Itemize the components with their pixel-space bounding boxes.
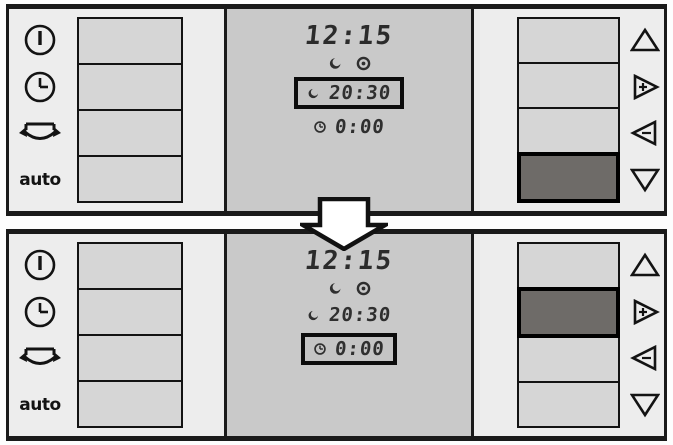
lcd-day-value: 0:00: [333, 116, 387, 138]
triangle-down-icon: [626, 157, 664, 204]
triangle-up-icon: [626, 17, 664, 64]
triangle-left-minus-icon: [626, 110, 664, 157]
control-panel-step-2: auto 12:15: [6, 229, 667, 441]
clock-icon: [314, 121, 326, 133]
cycle-arrows-icon: [9, 110, 71, 157]
clock-icon: [314, 343, 326, 355]
lcd-row-day-setpoint[interactable]: 0:00: [301, 333, 397, 365]
moon-icon: [308, 88, 319, 98]
right-icon-column-1: [626, 9, 664, 211]
moon-icon: [308, 310, 319, 320]
lcd-mode-icons: [327, 55, 372, 72]
right-icon-column-2: [626, 234, 664, 436]
lcd-display-1: 12:15 20:30: [224, 9, 474, 211]
right-button-down[interactable]: [517, 380, 620, 428]
triangle-right-plus-icon: [626, 64, 664, 111]
lcd-day-value: 0:00: [333, 338, 387, 360]
clock-icon: [9, 64, 71, 111]
auto-label: auto: [9, 382, 71, 429]
control-panel-step-1: auto 12:15: [6, 4, 667, 216]
right-button-down[interactable]: [517, 151, 620, 203]
right-button-minus[interactable]: [517, 106, 620, 155]
left-button-2[interactable]: [77, 287, 183, 337]
lcd-current-time: 12:15: [303, 21, 395, 51]
cycle-arrows-icon: [9, 335, 71, 382]
left-button-2[interactable]: [77, 62, 183, 112]
right-button-up[interactable]: [517, 242, 620, 290]
left-button-1[interactable]: [77, 17, 183, 66]
lcd-night-value: 20:30: [328, 304, 393, 326]
panel-gap-right-1: [474, 9, 511, 211]
panel-gap-left-1: [189, 9, 224, 211]
left-button-4[interactable]: [77, 379, 183, 428]
panel-gap-left-2: [189, 234, 224, 436]
lcd-mode-icons: [327, 280, 372, 297]
sun-clock-icon: [356, 56, 370, 71]
lcd-row-night-setpoint[interactable]: 20:30: [294, 77, 404, 109]
clock-icon: [9, 289, 71, 336]
right-button-column-2: [511, 234, 626, 436]
left-button-3[interactable]: [77, 333, 183, 383]
lcd-row-night-setpoint[interactable]: 20:30: [300, 302, 397, 328]
moon-icon: [329, 58, 340, 69]
auto-text: auto: [19, 169, 61, 190]
lcd-night-value: 20:30: [328, 82, 393, 104]
right-button-plus[interactable]: [517, 286, 620, 339]
left-icon-column-2: auto: [9, 234, 71, 436]
right-button-minus[interactable]: [517, 335, 620, 384]
left-icon-column-1: auto: [9, 9, 71, 211]
right-button-column-1: [511, 9, 626, 211]
left-button-column-2: [71, 234, 189, 436]
power-icon: [9, 242, 71, 289]
lcd-display-2: 12:15 20:30: [224, 234, 474, 436]
sun-clock-icon: [356, 281, 370, 296]
down-arrow-icon: [300, 197, 388, 251]
panel-gap-right-2: [474, 234, 511, 436]
power-icon: [9, 17, 71, 64]
moon-icon: [329, 283, 340, 294]
left-button-4[interactable]: [77, 154, 183, 203]
lcd-row-day-setpoint[interactable]: 0:00: [307, 114, 391, 140]
left-button-1[interactable]: [77, 242, 183, 291]
triangle-up-icon: [626, 242, 664, 289]
triangle-right-plus-icon: [626, 289, 664, 336]
left-button-3[interactable]: [77, 108, 183, 158]
auto-text: auto: [19, 394, 61, 415]
triangle-left-minus-icon: [626, 335, 664, 382]
right-button-up[interactable]: [517, 17, 620, 65]
auto-label: auto: [9, 157, 71, 204]
left-button-column-1: [71, 9, 189, 211]
right-button-plus[interactable]: [517, 61, 620, 110]
triangle-down-icon: [626, 382, 664, 429]
